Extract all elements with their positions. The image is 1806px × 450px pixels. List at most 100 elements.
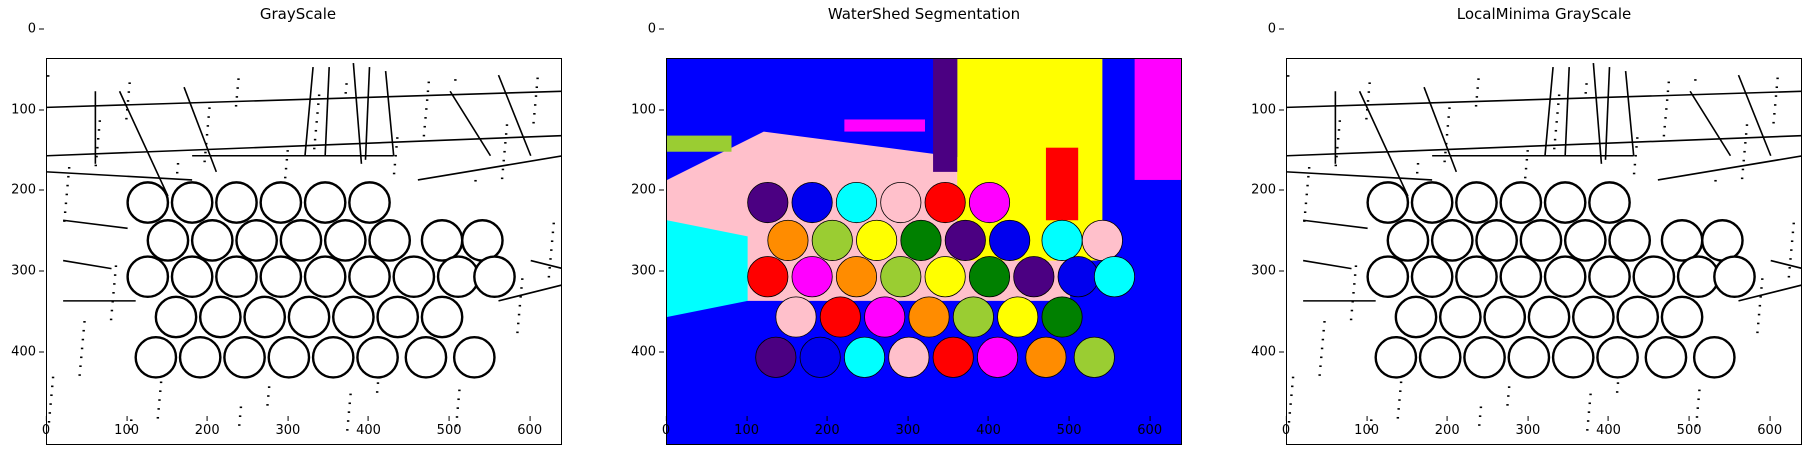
noise-dot [95,155,98,158]
noise-dot [126,108,129,111]
panel-title: GrayScale [259,5,337,23]
noise-dot [1445,142,1448,145]
noise-dot [521,278,524,280]
noise-dot [67,167,71,169]
noise-dot [79,365,82,367]
pipe-segment [835,181,878,224]
noise-dot [1586,420,1590,422]
noise-dot [205,142,208,145]
noise-dot [1741,168,1745,171]
noise-dot [1476,87,1479,89]
edge-line [47,90,561,109]
noise-dot [1789,258,1792,260]
pipe-segment [880,256,922,298]
noise-dot [394,154,397,157]
noise-dot [1322,329,1325,332]
noise-dot [1507,395,1510,397]
noise-dot [517,313,521,316]
edge-line [324,67,330,156]
edge-line [1287,134,1801,157]
pipe-circle [1527,295,1571,339]
noise-dot [206,125,210,127]
x-tick-label: 300 [275,416,300,438]
noise-dot [1757,322,1760,325]
noise-dot [1666,90,1670,93]
pipe-segment [952,296,994,338]
noise-dot [284,176,287,179]
noise-dot [1287,75,1290,77]
pipe-circle [267,335,311,379]
noise-dot [535,86,539,89]
pipe-segment [977,336,1019,378]
pipe-segment [755,336,797,378]
noise-dot [1761,278,1764,280]
noise-dot [81,338,85,341]
noise-dot [1616,382,1620,384]
noise-dot [347,411,351,413]
noise-dot [80,347,84,350]
noise-dot [502,159,505,162]
pipe-circle [235,219,278,262]
noise-dot [1756,331,1759,334]
noise-dot [1524,176,1527,179]
localminima-image [1286,58,1802,445]
noise-dot [47,75,50,77]
noise-dot [64,202,68,205]
edge-line [304,66,314,156]
y-tick-label: 0 [28,22,44,37]
noise-dot [474,179,477,182]
noise-dot [1474,104,1478,107]
pipe-circle [243,295,287,339]
pipe-circle [259,255,303,299]
noise-dot [516,331,519,334]
pipe-circle [223,335,266,379]
x-tick-label: 600 [1137,416,1162,438]
noise-dot [1303,220,1306,222]
noise-dot [1790,240,1794,243]
pipe-segment [856,219,898,261]
noise-dot [1557,103,1560,105]
pipe-circle [146,219,190,262]
noise-dot [1475,96,1479,98]
noise-dot [284,167,288,170]
pipe-circle [1551,335,1595,379]
noise-dot [1632,172,1636,175]
noise-dot [207,116,210,118]
pipe-circle [1394,295,1438,339]
edge-line [1592,62,1603,164]
pipe-circle [1572,295,1615,339]
noise-dot [313,147,316,150]
pipe-segment [880,181,922,224]
noise-dot [51,385,54,388]
segment-cyan [667,220,748,317]
edge-line [183,86,218,173]
noise-dot [286,150,289,152]
pipe-circle [420,219,464,262]
noise-dot [1306,184,1309,187]
pipe-circle [279,219,323,262]
noise-dot [1791,231,1795,234]
noise-dot [1396,416,1400,419]
noise-dot [1399,390,1402,392]
noise-dot [1336,138,1340,140]
noise-dot [1416,163,1420,165]
noise-dot [1790,249,1793,251]
noise-dot [1353,283,1356,285]
pipe-circle [126,255,170,299]
pipe-segment [811,219,853,261]
noise-dot [550,240,554,243]
x-tick-label: 500 [1057,416,1082,438]
pipe-circle [1418,335,1462,379]
pipe-circle [126,181,170,224]
noise-dot [1368,82,1371,84]
edge-line [47,171,193,181]
noise-dot [1742,159,1745,162]
pipe-circle [1499,181,1543,224]
noise-dot [505,124,509,126]
noise-dot [94,164,97,167]
y-tick-label: 400 [631,344,664,359]
noise-dot [82,329,85,332]
pipe-circle [170,181,214,224]
noise-dot [1446,125,1450,127]
noise-dot [504,133,508,135]
